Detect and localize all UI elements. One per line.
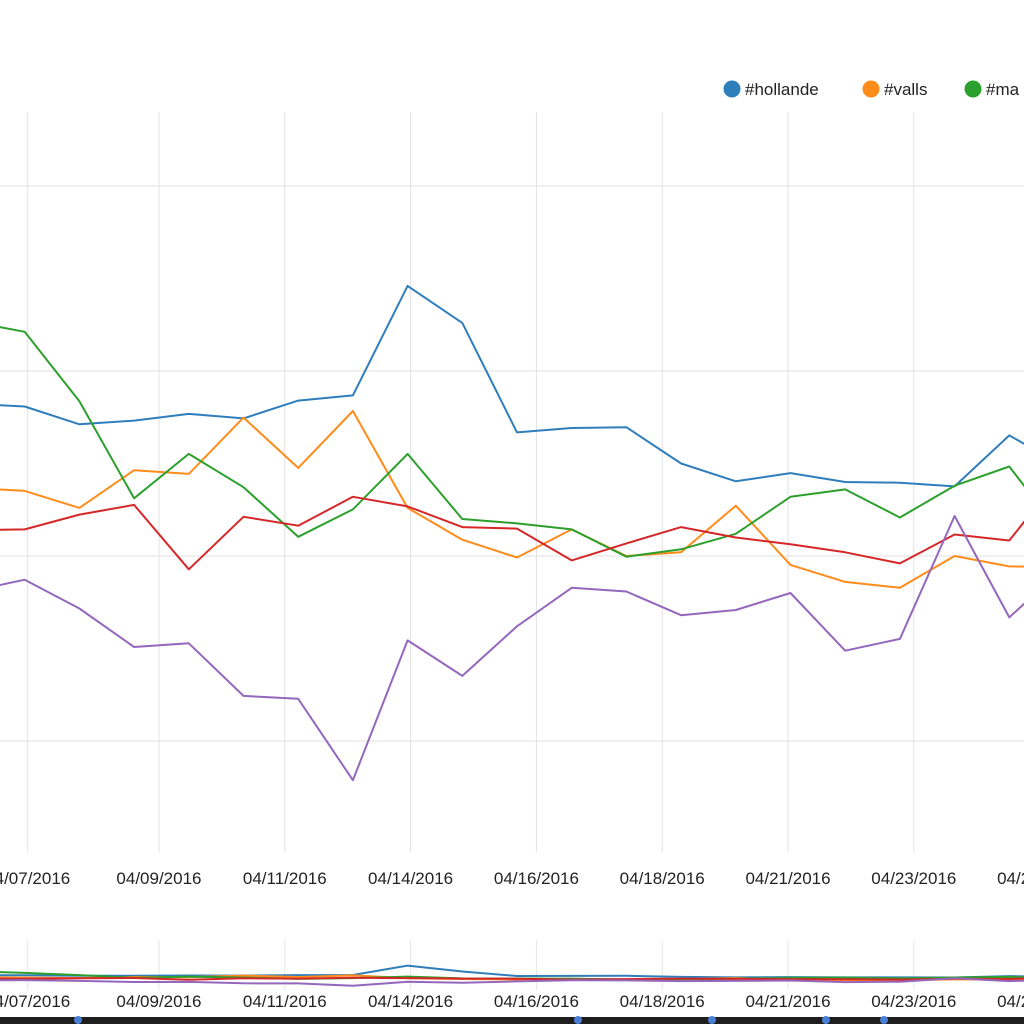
navigator-tick-label: 04/14/2016 bbox=[368, 992, 453, 1011]
legend-swatch bbox=[862, 80, 880, 98]
legend-item-hollande[interactable]: #hollande bbox=[723, 80, 819, 99]
legend-item-ma[interactable]: #ma bbox=[964, 80, 1020, 99]
x-axis: 04/07/2016 04/09/2016 04/11/2016 04/14/2016… bbox=[0, 869, 1024, 888]
navigator-tick-label: 04/11/2016 bbox=[243, 992, 327, 1011]
navigator-tick-label: 04/16/2016 bbox=[494, 992, 579, 1011]
legend-swatch bbox=[723, 80, 741, 98]
navigator-series-line bbox=[0, 964, 1024, 979]
navigator-tick-label: 04/21/2016 bbox=[745, 992, 830, 1011]
navigator-series-line bbox=[0, 976, 1024, 981]
navigator-handle[interactable] bbox=[574, 1016, 582, 1024]
navigator-tick-label: 04/07/2016 bbox=[0, 992, 70, 1011]
series-line-series-5[interactable] bbox=[0, 515, 1024, 782]
x-tick-label: 04/23/2016 bbox=[871, 869, 956, 888]
x-tick-label: 04/21/2016 bbox=[745, 869, 830, 888]
navigator-handle[interactable] bbox=[708, 1016, 716, 1024]
navigator-tick-label: 04/09/2016 bbox=[116, 992, 201, 1011]
navigator-handle[interactable] bbox=[822, 1016, 830, 1024]
x-tick-label: 04/25/2016 bbox=[997, 869, 1024, 888]
navigator-tick-label: 04/25/2016 bbox=[997, 992, 1024, 1011]
x-tick-label: 04/18/2016 bbox=[620, 869, 705, 888]
navigator-tick-label: 04/23/2016 bbox=[871, 992, 956, 1011]
navigator-scrollbar[interactable] bbox=[0, 1017, 1024, 1024]
x-tick-label: 04/09/2016 bbox=[116, 869, 201, 888]
legend-label: #ma bbox=[986, 80, 1020, 99]
series-line-series-4[interactable] bbox=[0, 472, 1024, 571]
x-tick-label: 04/16/2016 bbox=[494, 869, 579, 888]
series-line-valls[interactable] bbox=[0, 410, 1024, 589]
navigator-handle[interactable] bbox=[74, 1016, 82, 1024]
x-tick-label: 04/11/2016 bbox=[243, 869, 327, 888]
series-line-ma[interactable] bbox=[0, 321, 1024, 558]
legend[interactable]: #hollande #valls #ma bbox=[723, 80, 1020, 99]
navigator[interactable]: 04/07/2016 04/09/2016 04/11/2016 04/14/2016… bbox=[0, 940, 1024, 1024]
series-lines bbox=[0, 284, 1024, 782]
navigator-handle[interactable] bbox=[880, 1016, 888, 1024]
navigator-series-line bbox=[0, 977, 1024, 987]
legend-label: #valls bbox=[884, 80, 927, 99]
grid bbox=[0, 112, 1024, 852]
legend-label: #hollande bbox=[745, 80, 819, 99]
legend-swatch bbox=[964, 80, 982, 98]
legend-item-valls[interactable]: #valls bbox=[862, 80, 928, 99]
x-tick-label: 04/07/2016 bbox=[0, 869, 70, 888]
navigator-tick-label: 04/18/2016 bbox=[620, 992, 705, 1011]
x-tick-label: 04/14/2016 bbox=[368, 869, 453, 888]
series-line-hollande[interactable] bbox=[0, 284, 1024, 488]
